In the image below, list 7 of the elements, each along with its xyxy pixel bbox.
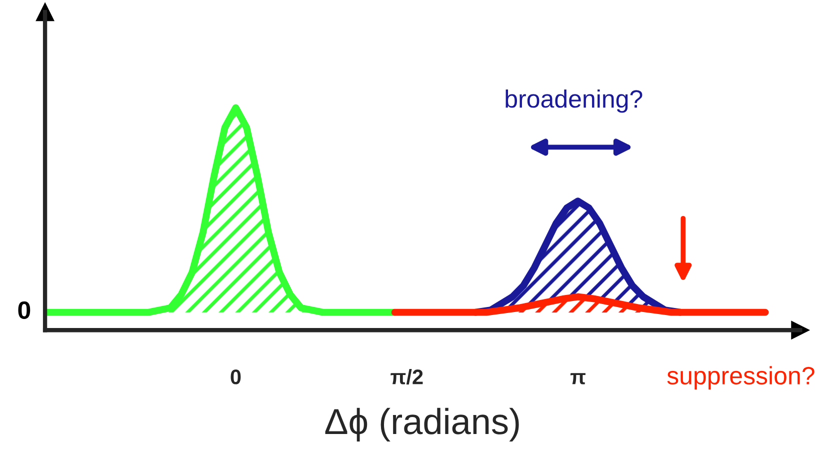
x-tick-label: π/2 <box>390 369 423 385</box>
annotation: broadening? <box>506 89 642 113</box>
x-tick-label: 0 <box>230 370 241 384</box>
annotation: 0 <box>18 301 30 320</box>
x-axis-title: Δϕ (radians) <box>325 408 519 442</box>
x-tick-label: π <box>570 373 586 384</box>
text: suppression? <box>667 366 814 390</box>
